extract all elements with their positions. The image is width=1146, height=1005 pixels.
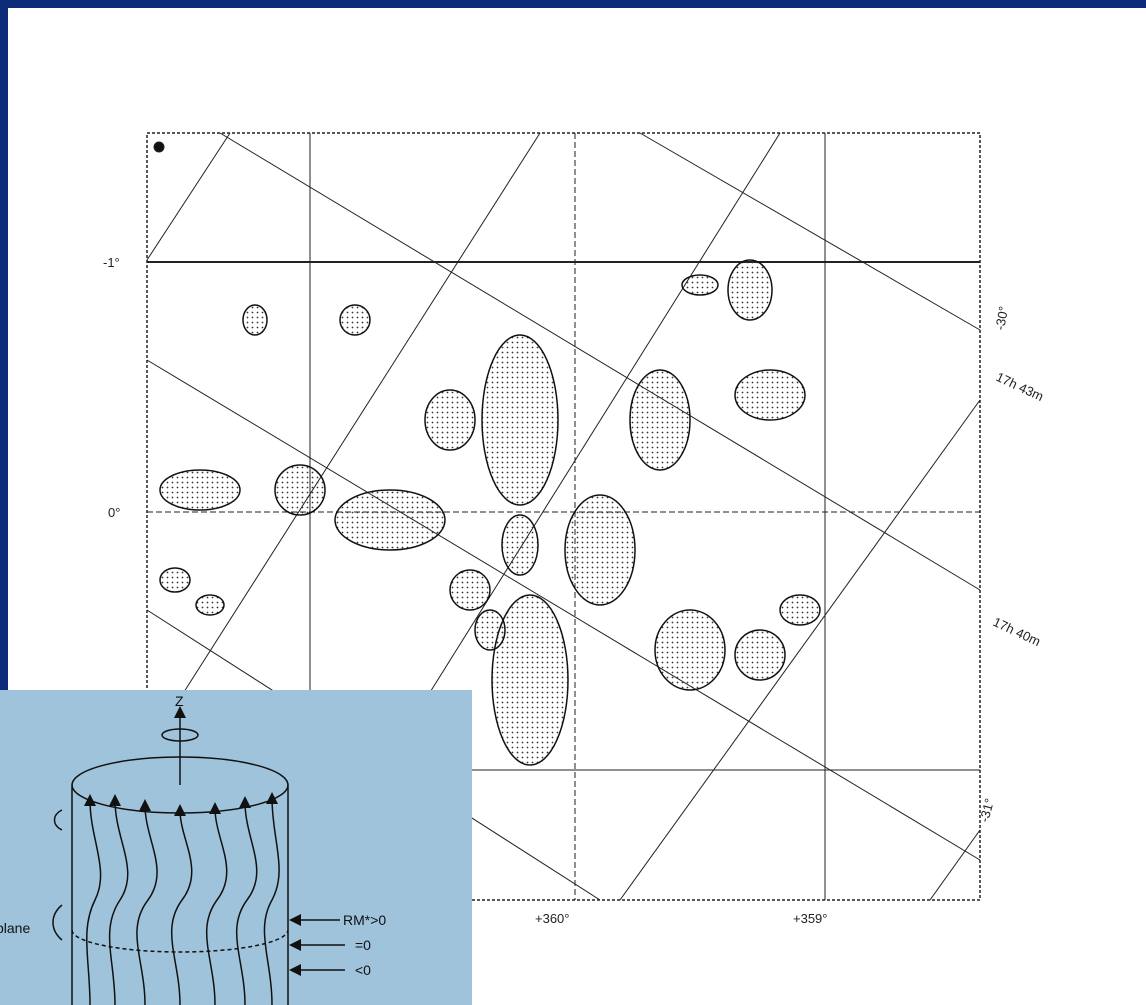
side-label: plane [0,920,30,936]
rm-label: <0 [355,962,371,978]
map-label: +360° [535,911,569,926]
map-label: -30° [992,305,1011,331]
map-label: 17h 40m [991,614,1043,649]
top-bar [0,0,1146,8]
radio-map [146,132,981,901]
map-label: -1° [103,255,120,270]
inset: Z plane RM*>0 =0 <0 [0,690,472,1005]
map-label: 0° [108,505,120,520]
map-label: -31° [976,797,997,824]
side-bar [0,0,8,692]
map-label: 17h 43m [994,369,1046,404]
axis-label: Z [175,693,184,709]
rm-label: RM*>0 [343,912,386,928]
rm-label: =0 [355,937,371,953]
map-label: +359° [793,911,827,926]
